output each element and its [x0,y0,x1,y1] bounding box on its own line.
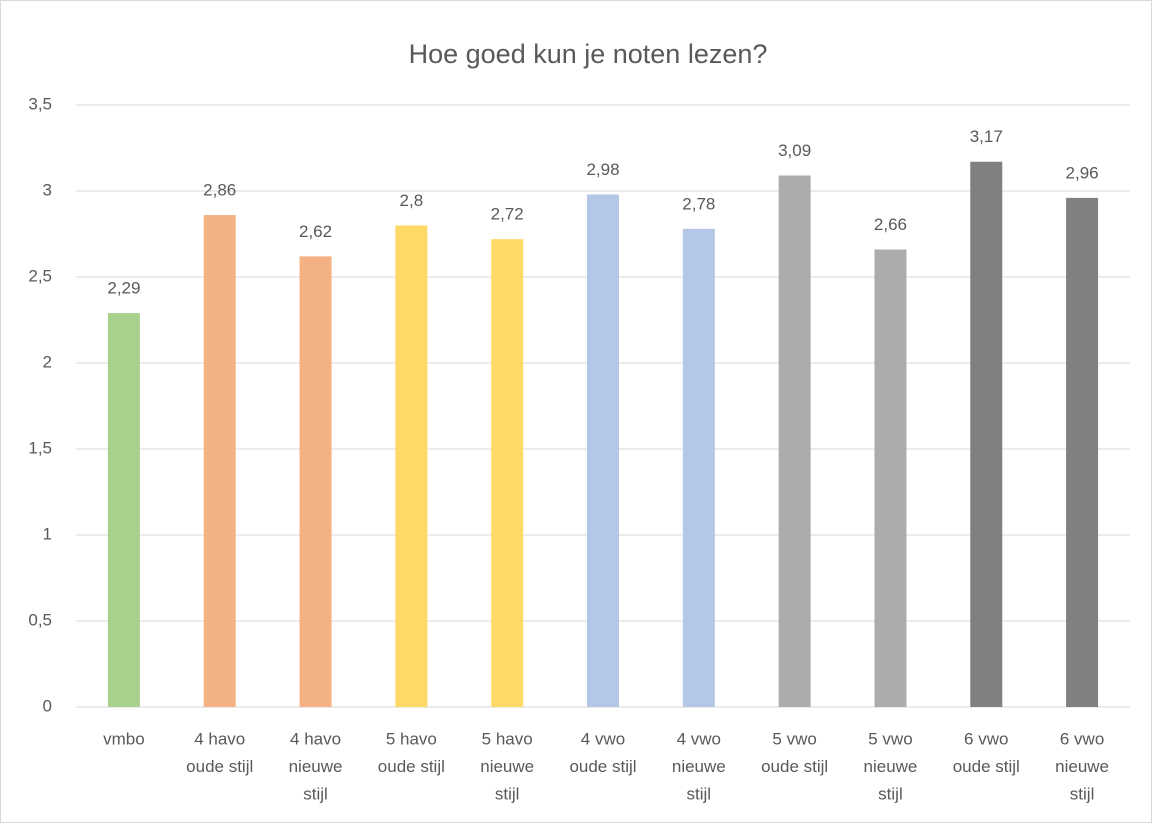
x-tick-label: oude stijl [569,757,636,776]
x-tick-label: 6 vwo [964,729,1008,748]
data-label: 2,72 [491,205,524,224]
x-tick-label: nieuwe [289,757,343,776]
bar [874,249,907,708]
bar [395,225,428,707]
bar [107,313,140,707]
data-label: 3,17 [970,127,1003,146]
bar [587,194,619,707]
bar [970,161,1003,707]
x-tick-label: 5 havo [386,729,437,748]
x-tick-label: stijl [303,784,328,803]
x-tick-label: stijl [1070,784,1095,803]
x-tick-label: oude stijl [761,757,828,776]
bar [1066,197,1099,707]
x-tick-label: 4 havo [194,729,245,748]
bar [203,215,236,707]
data-label: 2,62 [299,222,332,241]
bar [299,256,332,707]
data-label: 3,09 [778,141,811,160]
chart-title: Hoe goed kun je noten lezen? [409,39,768,69]
data-label: 2,98 [586,160,619,179]
x-tick-label: 4 havo [290,729,341,748]
x-tick-label: nieuwe [672,757,726,776]
x-tick-label: 5 havo [482,729,533,748]
y-tick-label: 1 [43,524,52,543]
data-label: 2,29 [107,279,140,298]
bar [778,175,811,707]
bar [491,239,524,707]
x-tick-label: 5 vwo [868,729,912,748]
y-tick-label: 3,5 [28,94,52,113]
y-tick-label: 2 [43,352,52,371]
x-tick-label: stijl [495,784,520,803]
x-tick-label: nieuwe [864,757,918,776]
x-tick-label: oude stijl [953,757,1020,776]
x-tick-label: 4 vwo [677,729,721,748]
x-tick-label: 4 vwo [581,729,625,748]
y-tick-label: 3 [43,180,52,199]
data-label: 2,96 [1066,163,1099,182]
x-tick-label: 6 vwo [1060,729,1104,748]
x-tick-label: vmbo [103,729,145,748]
x-tick-label: 5 vwo [772,729,816,748]
x-tick-label: nieuwe [1055,757,1109,776]
y-tick-label: 1,5 [28,438,52,457]
data-label: 2,66 [874,215,907,234]
y-tick-label: 0,5 [28,610,52,629]
data-label: 2,8 [400,191,424,210]
x-tick-label: stijl [687,784,712,803]
data-label: 2,86 [203,181,236,200]
y-tick-label: 2,5 [28,266,52,285]
x-tick-label: nieuwe [480,757,534,776]
x-tick-label: stijl [878,784,903,803]
x-tick-label: oude stijl [186,757,253,776]
y-tick-label: 0 [43,696,52,715]
data-label: 2,78 [682,194,715,213]
x-tick-label: oude stijl [378,757,445,776]
bar [682,228,715,707]
